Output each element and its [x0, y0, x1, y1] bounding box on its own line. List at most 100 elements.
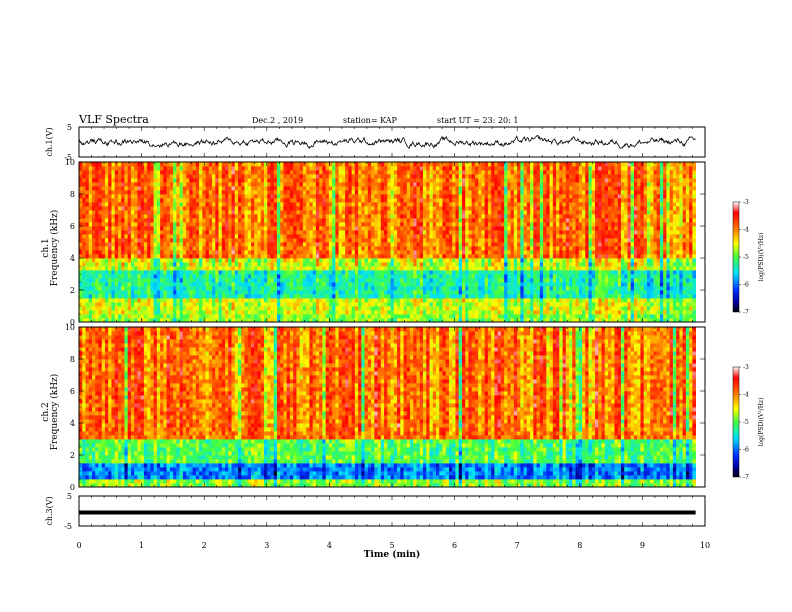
spectrogram-cell	[513, 258, 518, 263]
spectrogram-cell	[397, 222, 401, 227]
spectrogram-cell	[650, 250, 654, 255]
spectrogram-cell	[82, 306, 86, 311]
spectrogram-cell	[79, 318, 83, 323]
spectrogram-cell	[659, 234, 664, 239]
spectrogram-cell	[263, 270, 268, 275]
spectrogram-cell	[79, 238, 83, 243]
spectrogram-cell	[627, 222, 632, 227]
spectrogram-cell	[82, 310, 86, 315]
spectrogram-cell	[432, 250, 437, 255]
spectrogram-cell	[341, 310, 346, 315]
spectrogram-cell	[517, 302, 521, 307]
spectrogram-cell	[114, 278, 119, 283]
spectrogram-cell	[582, 258, 586, 263]
spectrogram-cell	[666, 262, 671, 267]
spectrogram-cell	[186, 302, 190, 307]
spectrogram-cell	[354, 302, 359, 307]
spectrogram-cell	[575, 290, 580, 295]
spectrogram-cell	[637, 302, 641, 307]
spectrogram-cell	[241, 318, 245, 323]
spectrogram-cell	[637, 270, 641, 275]
spectrogram-cell	[121, 218, 125, 223]
spectrogram-cell	[351, 242, 356, 247]
spectrogram-cell	[361, 310, 365, 315]
spectrogram-cell	[562, 274, 567, 279]
spectrogram-cell	[280, 234, 284, 239]
spectrogram-cell	[491, 254, 495, 259]
spectrogram-cell	[607, 314, 612, 319]
spectrogram-cell	[367, 234, 372, 239]
spectrogram-cell	[182, 298, 187, 303]
spectrogram-cell	[669, 254, 674, 259]
spectrogram-cell	[273, 230, 278, 235]
spectrogram-cell	[306, 242, 310, 247]
spectrogram-cell	[429, 298, 434, 303]
spectrogram-cell	[611, 230, 615, 235]
spectrogram-cell	[91, 306, 96, 311]
spectrogram-cell	[595, 310, 599, 315]
spectrogram-cell	[251, 266, 255, 271]
spectrogram-cell	[153, 242, 158, 247]
spectrogram-cell	[689, 318, 693, 323]
spectrogram-cell	[153, 234, 158, 239]
spectrogram-cell	[182, 250, 187, 255]
spectrogram-cell	[247, 234, 252, 239]
spectrogram-cell	[163, 234, 168, 239]
spectrogram-cell	[663, 294, 667, 299]
spectrogram-cell	[283, 270, 288, 275]
spectrogram-cell	[507, 286, 512, 291]
spectrogram-cell	[195, 274, 200, 279]
spectrogram-cell	[341, 270, 346, 275]
spectrogram-cell	[225, 246, 229, 251]
spectrogram-cell	[354, 270, 359, 275]
spectrogram-cell	[160, 314, 164, 319]
spectrogram-cell	[134, 250, 138, 255]
spectrogram-cell	[179, 246, 184, 251]
spectrogram-cell	[312, 266, 317, 271]
spectrogram-cell	[666, 246, 671, 251]
spectrogram-cell	[685, 230, 690, 235]
spectrogram-cell	[163, 298, 168, 303]
spectrogram-cell	[620, 302, 625, 307]
spectrogram-cell	[465, 262, 469, 267]
spectrogram-cell	[640, 306, 645, 311]
spectrogram-cell	[455, 302, 460, 307]
spectrogram-cell	[666, 302, 671, 307]
spectrogram-cell	[403, 274, 408, 279]
spectrogram-cell	[98, 302, 103, 307]
spectrogram-cell	[452, 314, 456, 319]
spectrogram-cell	[448, 282, 453, 287]
spectrogram-cell	[426, 282, 430, 287]
spectrogram-cell	[169, 270, 174, 275]
spectrogram-cell	[82, 298, 86, 303]
spectrogram-cell	[169, 262, 174, 267]
spectrogram-cell	[556, 250, 560, 255]
spectrogram-cell	[273, 242, 278, 247]
spectrogram-cell	[374, 222, 378, 227]
spectrogram-cell	[374, 314, 378, 319]
spectrogram-cell	[400, 274, 404, 279]
spectrogram-cell	[539, 258, 544, 263]
spectrogram-cell	[91, 238, 96, 243]
date-label: Dec.2 , 2019	[252, 116, 303, 125]
spectrogram-cell	[302, 218, 307, 223]
spectrogram-cell	[390, 274, 395, 279]
spectrogram-cell	[358, 222, 362, 227]
spectrogram-cell	[176, 250, 181, 255]
spectrogram-cell	[137, 282, 142, 287]
spectrogram-cell	[341, 278, 346, 283]
spectrogram-cell	[679, 290, 684, 295]
spectrogram-cell	[205, 290, 210, 295]
spectrogram-cell	[656, 298, 661, 303]
spectrogram-cell	[387, 302, 391, 307]
spectrogram-cell	[153, 290, 158, 295]
spectrogram-cell	[267, 250, 271, 255]
spectrogram-cell	[238, 238, 242, 243]
spectrogram-cell	[562, 286, 567, 291]
spectrogram-cell	[384, 294, 388, 299]
spectrogram-cell	[588, 262, 593, 267]
spectrogram-cell	[134, 222, 138, 227]
spectrogram-cell	[403, 278, 408, 283]
spectrogram-cell	[137, 314, 142, 319]
spectrogram-cell	[403, 302, 408, 307]
